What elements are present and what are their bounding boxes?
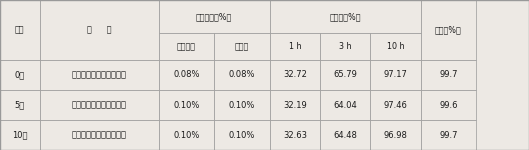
- Bar: [421, 60, 476, 90]
- Bar: [159, 60, 214, 90]
- Text: 有关物质（%）: 有关物质（%）: [196, 12, 232, 21]
- Text: 时间: 时间: [15, 26, 24, 34]
- Text: 5天: 5天: [15, 100, 25, 109]
- Text: 单个杂质: 单个杂质: [177, 42, 196, 51]
- Text: 32.63: 32.63: [283, 130, 307, 140]
- Text: 99.7: 99.7: [439, 130, 458, 140]
- Text: 32.19: 32.19: [283, 100, 307, 109]
- Text: 10天: 10天: [12, 130, 28, 140]
- Bar: [421, 90, 476, 120]
- Text: 64.04: 64.04: [333, 100, 357, 109]
- Bar: [370, 33, 421, 60]
- Text: 96.98: 96.98: [384, 130, 407, 140]
- Text: 99.7: 99.7: [439, 70, 458, 80]
- Text: 0.10%: 0.10%: [174, 100, 199, 109]
- Bar: [0, 90, 40, 120]
- Bar: [370, 90, 421, 120]
- Text: 1 h: 1 h: [289, 42, 301, 51]
- Bar: [159, 0, 270, 33]
- Text: 性      状: 性 状: [87, 26, 112, 34]
- Bar: [159, 120, 214, 150]
- Bar: [214, 90, 270, 120]
- Text: 65.79: 65.79: [333, 70, 357, 80]
- Text: 内容物为类白色球形微丸: 内容物为类白色球形微丸: [72, 130, 126, 140]
- Bar: [40, 120, 159, 150]
- Bar: [159, 90, 214, 120]
- Bar: [320, 90, 370, 120]
- Text: 0.10%: 0.10%: [229, 130, 255, 140]
- Text: 64.48: 64.48: [333, 130, 357, 140]
- Text: 0.10%: 0.10%: [174, 130, 199, 140]
- Bar: [270, 0, 421, 33]
- Text: 0.08%: 0.08%: [229, 70, 256, 80]
- Bar: [270, 33, 320, 60]
- Bar: [40, 60, 159, 90]
- Text: 内容物为类白色球形微丸: 内容物为类白色球形微丸: [72, 70, 126, 80]
- Bar: [270, 90, 320, 120]
- Bar: [270, 120, 320, 150]
- Bar: [421, 0, 476, 60]
- Text: 内容物为类白色球形微丸: 内容物为类白色球形微丸: [72, 100, 126, 109]
- Text: 97.46: 97.46: [384, 100, 407, 109]
- Text: 0天: 0天: [15, 70, 25, 80]
- Text: 0.10%: 0.10%: [229, 100, 255, 109]
- Text: 0.08%: 0.08%: [173, 70, 200, 80]
- Bar: [214, 120, 270, 150]
- Bar: [370, 60, 421, 90]
- Text: 10 h: 10 h: [387, 42, 404, 51]
- Bar: [159, 33, 214, 60]
- Text: 97.17: 97.17: [384, 70, 407, 80]
- Bar: [421, 120, 476, 150]
- Bar: [40, 90, 159, 120]
- Text: 总杂质: 总杂质: [235, 42, 249, 51]
- Bar: [320, 33, 370, 60]
- Bar: [270, 60, 320, 90]
- Bar: [0, 0, 40, 60]
- Bar: [214, 60, 270, 90]
- Bar: [320, 120, 370, 150]
- Text: 释放度（%）: 释放度（%）: [330, 12, 361, 21]
- Text: 99.6: 99.6: [439, 100, 458, 109]
- Bar: [0, 120, 40, 150]
- Bar: [40, 0, 159, 60]
- Bar: [214, 33, 270, 60]
- Bar: [320, 60, 370, 90]
- Bar: [370, 120, 421, 150]
- Text: 3 h: 3 h: [339, 42, 351, 51]
- Bar: [0, 60, 40, 90]
- Text: 含量（%）: 含量（%）: [435, 26, 462, 34]
- Text: 32.72: 32.72: [283, 70, 307, 80]
